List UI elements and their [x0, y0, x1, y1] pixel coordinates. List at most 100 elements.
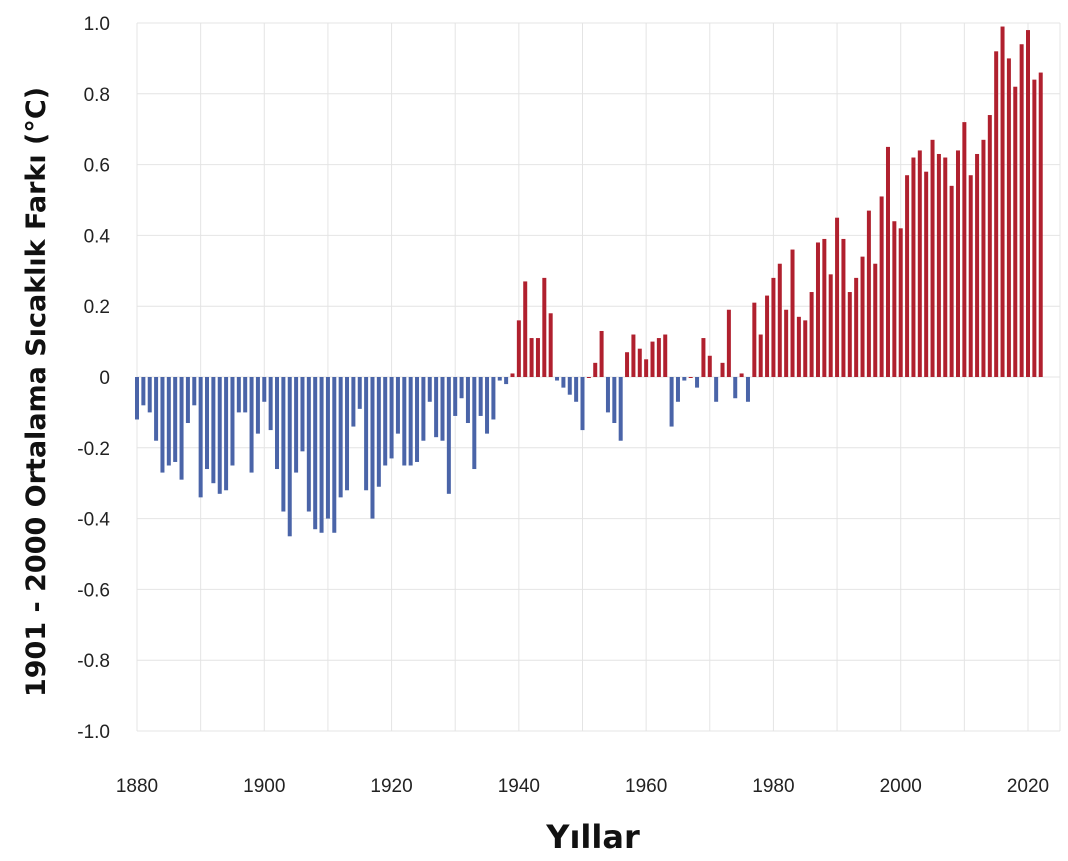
- bar-1888: [185, 377, 190, 424]
- y-tick-label: -0.6: [77, 580, 110, 601]
- y-tick-label: 0.6: [84, 156, 110, 177]
- bar-1982: [784, 309, 789, 377]
- bar-1967: [688, 377, 693, 378]
- y-tick-labels: 1.0 0.8 0.6 0.4 0.2 0 -0.2 -0.4 -0.6 -0.8 -1.0: [77, 14, 110, 743]
- bar-1969: [701, 338, 706, 377]
- bar-1895: [230, 377, 235, 466]
- bar-1984: [796, 316, 801, 377]
- bar-1932: [465, 377, 470, 424]
- bar-1992: [847, 292, 852, 377]
- bar-1929: [446, 377, 451, 494]
- bar-1953: [599, 330, 604, 377]
- y-tick-label: -0.8: [77, 651, 110, 672]
- bar-2010: [962, 122, 967, 378]
- bar-1920: [389, 377, 394, 459]
- bar-1899: [255, 377, 260, 434]
- bar-1956: [618, 377, 623, 441]
- bar-1952: [593, 362, 598, 377]
- bar-1927: [434, 377, 439, 438]
- bar-1966: [682, 377, 687, 381]
- bar-1971: [714, 377, 719, 402]
- bar-2016: [1000, 26, 1005, 377]
- bar-1891: [205, 377, 210, 470]
- bar-1884: [160, 377, 165, 473]
- y-tick-label: 0.4: [84, 226, 111, 247]
- bar-1943: [535, 338, 540, 377]
- x-tick-label: 1980: [752, 776, 794, 797]
- x-tick-label: 1940: [498, 776, 540, 797]
- bar-1963: [663, 334, 668, 377]
- bar-1901: [268, 377, 273, 431]
- bar-1941: [523, 281, 528, 377]
- bar-1936: [491, 377, 496, 420]
- bar-1919: [383, 377, 388, 466]
- y-tick-label: -0.4: [77, 510, 110, 531]
- bar-1896: [236, 377, 241, 413]
- bar-1974: [733, 377, 738, 399]
- bar-1922: [402, 377, 407, 466]
- x-tick-label: 1880: [116, 776, 158, 797]
- bar-1882: [147, 377, 152, 413]
- bar-1973: [726, 309, 731, 377]
- bar-1950: [580, 377, 585, 431]
- bar-1893: [217, 377, 222, 494]
- bar-1977: [752, 302, 757, 377]
- bar-1962: [656, 338, 661, 377]
- y-tick-label: 0.8: [84, 85, 110, 106]
- bar-1997: [879, 196, 884, 377]
- bar-1938: [504, 377, 509, 385]
- bar-1986: [809, 292, 814, 377]
- bar-2005: [930, 139, 935, 377]
- bar-1964: [669, 377, 674, 427]
- bar-2006: [936, 153, 941, 377]
- bar-2000: [898, 228, 903, 377]
- bar-1918: [376, 377, 381, 487]
- bar-1946: [555, 377, 560, 381]
- bar-2022: [1038, 72, 1043, 377]
- bar-2014: [987, 115, 992, 377]
- bar-1951: [586, 377, 591, 378]
- bar-2012: [975, 153, 980, 377]
- bar-1912: [338, 377, 343, 498]
- bar-1972: [720, 362, 725, 377]
- bar-2018: [1013, 86, 1018, 377]
- bar-1955: [612, 377, 617, 424]
- x-axis-title: Yıllar: [545, 818, 640, 856]
- bar-1909: [319, 377, 324, 533]
- bar-1930: [453, 377, 458, 416]
- bar-2011: [968, 175, 973, 377]
- bar-1960: [644, 359, 649, 377]
- bar-1935: [485, 377, 490, 434]
- bar-1979: [765, 295, 770, 377]
- bar-1910: [325, 377, 330, 519]
- bar-1942: [529, 338, 534, 377]
- bar-1885: [166, 377, 171, 466]
- bar-1978: [758, 334, 763, 377]
- bar-1886: [173, 377, 178, 462]
- bar-1970: [707, 355, 712, 377]
- bar-1996: [873, 263, 878, 377]
- bar-2013: [981, 139, 986, 377]
- bar-1903: [281, 377, 286, 512]
- bars: [135, 26, 1043, 537]
- bar-1928: [440, 377, 445, 441]
- bar-1981: [777, 263, 782, 377]
- bar-1940: [516, 320, 521, 377]
- bar-1931: [459, 377, 464, 399]
- bar-1880: [135, 377, 139, 420]
- x-tick-label: 1960: [625, 776, 667, 797]
- bar-1926: [427, 377, 432, 402]
- bar-1916: [364, 377, 369, 491]
- bar-1985: [803, 320, 808, 377]
- y-tick-label: 1.0: [84, 14, 110, 35]
- bar-1914: [351, 377, 356, 427]
- x-tick-labels: 1880 1900 1920 1940 1960 1980 2000 2020: [116, 776, 1049, 797]
- bar-1991: [841, 238, 846, 377]
- bar-1902: [275, 377, 280, 470]
- x-tick-label: 1920: [370, 776, 412, 797]
- bar-2008: [949, 185, 954, 377]
- y-tick-label: -1.0: [77, 722, 110, 743]
- bar-1890: [198, 377, 203, 498]
- bar-1999: [892, 221, 897, 377]
